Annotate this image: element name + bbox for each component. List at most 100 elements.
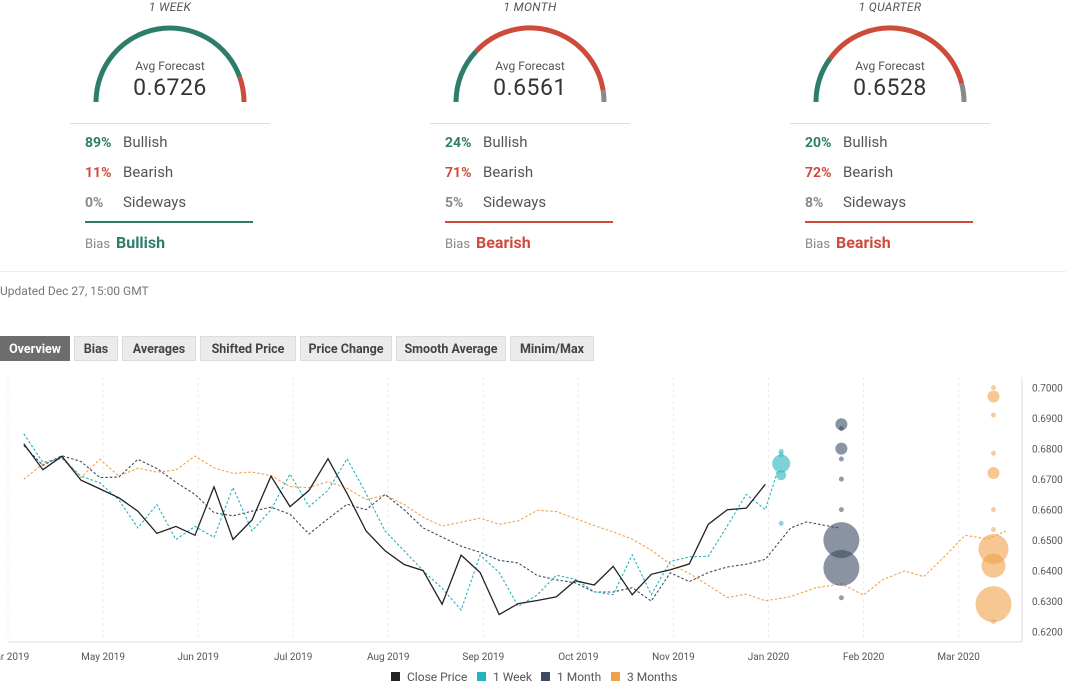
x-tick-label: Feb 2020 xyxy=(843,652,885,663)
gauge-arc-bull xyxy=(453,49,478,103)
bubble-month[interactable] xyxy=(835,418,848,431)
y-tick-label: 0.6900 xyxy=(1032,414,1063,425)
legend-swatch xyxy=(477,672,486,681)
tab-smooth-average[interactable]: Smooth Average xyxy=(396,336,506,361)
row-bullish: 89% Bullish xyxy=(85,133,168,151)
bubble-month[interactable] xyxy=(838,426,844,432)
gauge-arc-bull xyxy=(813,57,833,103)
sideways-label: Sideways xyxy=(123,193,187,211)
avg-forecast-label: Avg Forecast xyxy=(135,59,205,73)
legend-label[interactable]: 3 Months xyxy=(627,670,677,684)
avg-forecast-value: 0.6528 xyxy=(853,74,927,101)
bubble-week[interactable] xyxy=(776,470,787,481)
tab-averages[interactable]: Averages xyxy=(122,336,196,361)
bias-underline xyxy=(805,221,973,223)
gauge-arc-bear xyxy=(237,76,247,103)
bubble-month[interactable] xyxy=(838,507,844,513)
bias-value: Bullish xyxy=(112,233,166,252)
legend: Close Price 1 Week 1 Month 3 Months xyxy=(391,670,677,684)
gauge-arc-side xyxy=(600,90,607,103)
y-tick-label: 0.7000 xyxy=(1032,384,1063,395)
gauge-arc-side xyxy=(959,82,967,103)
gauge xyxy=(93,25,247,103)
avg-forecast-label: Avg Forecast xyxy=(495,59,565,73)
bubble-quarter[interactable] xyxy=(981,553,1006,578)
bubble-month[interactable] xyxy=(838,595,844,601)
y-tick-label: 0.6600 xyxy=(1032,506,1063,517)
bias-label: Bias xyxy=(805,237,831,252)
panel-title: 1 WEEK xyxy=(148,0,192,14)
sideways-label: Sideways xyxy=(843,193,907,211)
bubble-month[interactable] xyxy=(838,476,844,482)
bubble-quarter[interactable] xyxy=(987,390,1000,403)
bubble-week[interactable] xyxy=(772,454,791,473)
panel-divider xyxy=(790,123,990,124)
x-tick-label: May 2019 xyxy=(81,652,125,663)
tab-overview[interactable]: Overview xyxy=(0,336,70,361)
bullish-percent: 24% xyxy=(445,135,472,151)
bias-underline xyxy=(85,221,253,223)
tab-shifted-price[interactable]: Shifted Price xyxy=(200,336,296,361)
bubble-month[interactable] xyxy=(823,549,860,586)
x-tick-label: Sep 2019 xyxy=(462,652,504,663)
updated-timestamp: Updated Dec 27, 15:00 GMT xyxy=(0,284,149,298)
panel-divider xyxy=(430,123,630,124)
bullish-label: Bullish xyxy=(123,133,168,151)
sideways-percent: 0% xyxy=(85,195,104,211)
bubble-quarter[interactable] xyxy=(990,526,996,532)
row-bearish: 11% Bearish xyxy=(85,163,173,181)
x-tick-label: Jan 2020 xyxy=(748,652,790,663)
series-week xyxy=(23,433,779,612)
y-tick-label: 0.6200 xyxy=(1032,628,1063,639)
y-tick-label: 0.6300 xyxy=(1032,597,1063,608)
bias-row: Bias Bullish xyxy=(85,233,165,252)
bearish-label: Bearish xyxy=(843,163,894,181)
bubble-quarter[interactable] xyxy=(987,467,1000,480)
bubble-month[interactable] xyxy=(823,522,860,559)
sideways-percent: 5% xyxy=(445,195,464,211)
gauge-arc-bear xyxy=(828,25,965,85)
bubble-quarter[interactable] xyxy=(990,385,996,391)
avg-forecast-label: Avg Forecast xyxy=(855,59,925,73)
forecast-chart: 0.7000 0.6900 0.6800 0.6700 0.6600 0.6500 0.64… xyxy=(0,377,1063,684)
bias-label: Bias xyxy=(85,237,111,252)
x-tick-label: Mar 2020 xyxy=(937,652,980,663)
y-tick-label: 0.6500 xyxy=(1032,536,1063,547)
avg-forecast-value: 0.6561 xyxy=(493,74,567,101)
bubble-quarter[interactable] xyxy=(990,412,996,418)
row-bullish: 24% Bullish xyxy=(445,133,528,151)
bullish-percent: 89% xyxy=(85,135,112,151)
bubble-quarter[interactable] xyxy=(990,450,996,456)
bubble-month[interactable] xyxy=(835,442,848,455)
legend-label[interactable]: 1 Month xyxy=(557,670,601,684)
bubble-week[interactable] xyxy=(778,520,784,526)
bubble-quarter[interactable] xyxy=(975,586,1012,623)
bubble-quarter[interactable] xyxy=(990,619,996,625)
legend-label[interactable]: Close Price xyxy=(407,670,467,684)
legend-swatch xyxy=(541,672,550,681)
y-tick-label: 0.6800 xyxy=(1032,445,1063,456)
legend-swatch xyxy=(391,672,400,681)
bubble-quarter[interactable] xyxy=(990,507,996,513)
y-tick-label: 0.6400 xyxy=(1032,567,1063,578)
tab-price-change[interactable]: Price Change xyxy=(300,336,392,361)
bias-value: Bearish xyxy=(832,233,891,252)
section-divider xyxy=(0,271,1066,272)
row-bearish: 72% Bearish xyxy=(805,163,893,181)
bubble-month[interactable] xyxy=(838,456,844,462)
x-tick-label: Mar 2019 xyxy=(0,652,29,663)
grid xyxy=(7,377,960,642)
x-tick-label: Jun 2019 xyxy=(177,652,219,663)
bias-underline xyxy=(445,221,613,223)
bias-value: Bearish xyxy=(472,233,531,252)
bearish-label: Bearish xyxy=(483,163,534,181)
tab-bias[interactable]: Bias xyxy=(74,336,118,361)
series-quarter xyxy=(23,455,1007,602)
panel-title: 1 QUARTER xyxy=(858,0,922,14)
series-close xyxy=(23,443,766,616)
avg-forecast-value: 0.6726 xyxy=(133,74,207,101)
tab-minim-max[interactable]: Minim/Max xyxy=(510,336,594,361)
series-month xyxy=(23,445,839,602)
sideways-label: Sideways xyxy=(483,193,547,211)
legend-label[interactable]: 1 Week xyxy=(493,670,533,684)
